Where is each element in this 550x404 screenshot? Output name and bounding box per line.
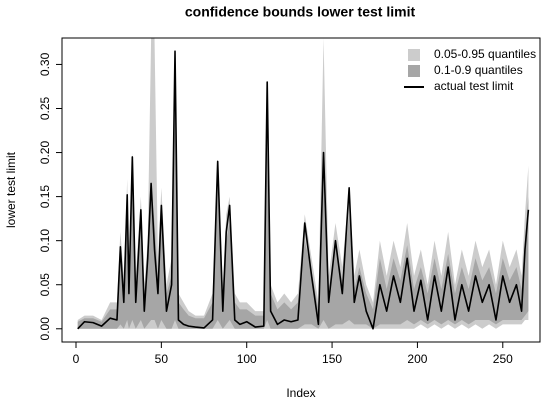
y-axis-label: lower test limit [4, 151, 18, 228]
legend-swatch [408, 65, 420, 77]
plot-area [77, 38, 530, 330]
test-limit-line [77, 50, 530, 330]
y-tick-label: 0.10 [38, 229, 52, 253]
y-tick-label: 0.00 [38, 317, 52, 341]
y-tick-label: 0.05 [38, 273, 52, 297]
x-tick-label: 100 [237, 352, 257, 366]
x-tick-label: 0 [73, 352, 80, 366]
legend-swatch [408, 49, 420, 61]
x-tick-label: 150 [322, 352, 342, 366]
chart-title: confidence bounds lower test limit [185, 4, 416, 20]
x-tick-label: 50 [155, 352, 169, 366]
y-tick-label: 0.30 [38, 52, 52, 76]
legend-label: actual test limit [434, 79, 514, 93]
y-tick-label: 0.20 [38, 141, 52, 165]
plot-frame [61, 37, 541, 343]
quantile-band [77, 117, 529, 329]
x-tick-label: 250 [493, 352, 513, 366]
legend-label: 0.05-0.95 quantiles [434, 47, 536, 61]
x-axis-label: Index [286, 386, 315, 400]
y-tick-label: 0.15 [38, 185, 52, 209]
x-tick-label: 200 [407, 352, 427, 366]
legend-label: 0.1-0.9 quantiles [434, 63, 523, 77]
y-tick-label: 0.25 [38, 96, 52, 120]
